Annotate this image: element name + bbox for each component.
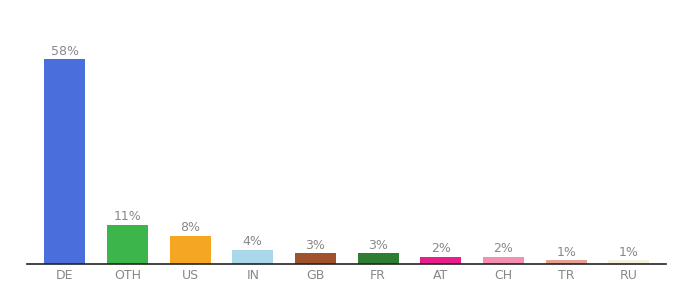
Bar bbox=[107, 225, 148, 264]
Bar bbox=[483, 257, 524, 264]
Bar bbox=[44, 59, 85, 264]
Text: 4%: 4% bbox=[243, 235, 262, 248]
Text: 2%: 2% bbox=[431, 242, 451, 255]
Text: 3%: 3% bbox=[305, 238, 326, 252]
Bar bbox=[233, 250, 273, 264]
Bar bbox=[358, 254, 398, 264]
Bar bbox=[170, 236, 211, 264]
Bar bbox=[420, 257, 461, 264]
Bar bbox=[295, 254, 336, 264]
Text: 3%: 3% bbox=[368, 238, 388, 252]
Text: 2%: 2% bbox=[494, 242, 513, 255]
Text: 8%: 8% bbox=[180, 221, 200, 234]
Bar bbox=[546, 260, 586, 264]
Text: 58%: 58% bbox=[51, 44, 79, 58]
Text: 1%: 1% bbox=[556, 246, 576, 259]
Text: 11%: 11% bbox=[114, 210, 141, 224]
Text: 1%: 1% bbox=[619, 246, 639, 259]
Bar bbox=[609, 260, 649, 264]
